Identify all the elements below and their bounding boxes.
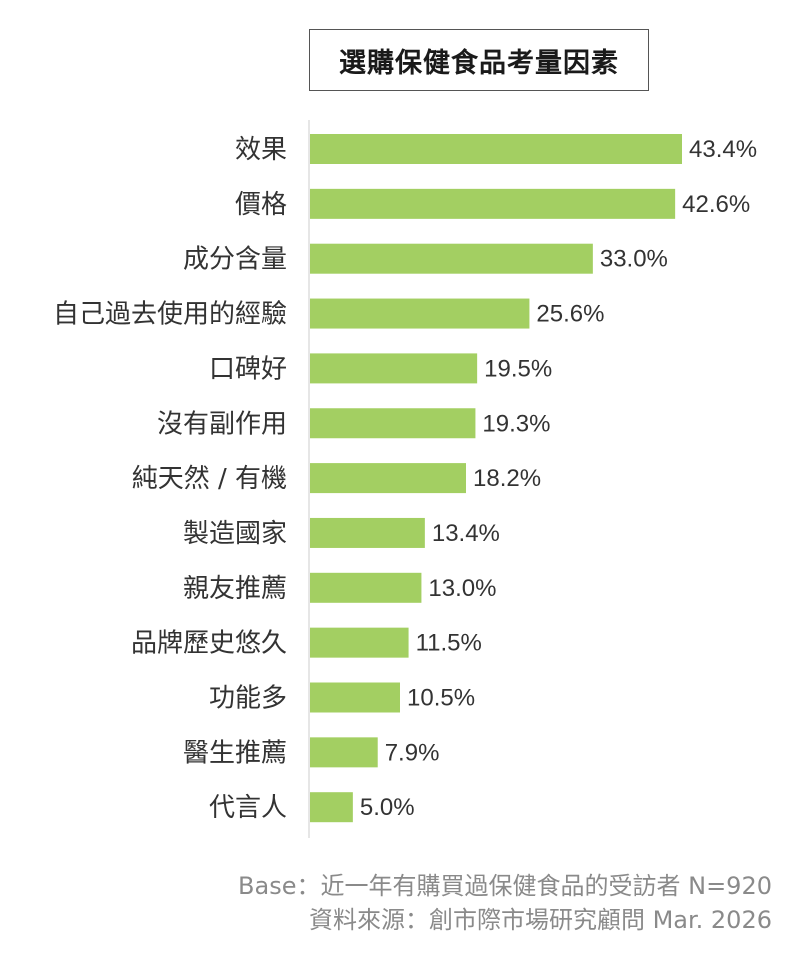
bar xyxy=(310,517,425,548)
value-label: 19.5% xyxy=(484,355,552,382)
bar xyxy=(310,737,378,768)
bar xyxy=(310,188,676,219)
value-label: 5.0% xyxy=(360,794,415,821)
bar xyxy=(310,353,478,384)
category-label: 自己過去使用的經驗 xyxy=(53,300,287,330)
category-label: 沒有副作用 xyxy=(157,409,287,439)
value-label: 13.4% xyxy=(432,520,500,547)
value-label: 42.6% xyxy=(682,191,750,218)
category-label: 功能多 xyxy=(209,684,287,714)
bar xyxy=(310,792,353,823)
bar xyxy=(310,463,466,494)
bar xyxy=(310,572,422,603)
bar xyxy=(310,408,476,439)
bar xyxy=(310,243,593,274)
value-label: 10.5% xyxy=(407,685,475,712)
source-note: 資料來源：創市際市場研究顧問 Mar. 2026 xyxy=(308,906,772,934)
chart-title: 選購保健食品考量因素 xyxy=(309,29,649,91)
bar xyxy=(310,134,682,164)
bar-chart: 效果 43.4% 價格 42.6% 成分含量 33.0% 自己過去使用的經驗 25.6% 口碑好… xyxy=(53,120,757,838)
category-label: 價格 xyxy=(235,190,287,220)
category-label: 製造國家 xyxy=(183,519,287,549)
category-label: 醫生推薦 xyxy=(183,738,287,768)
bar xyxy=(310,682,400,713)
bar xyxy=(310,627,409,658)
value-label: 33.0% xyxy=(600,246,668,273)
base-note: Base：近一年有購買過保健食品的受訪者 N=920 xyxy=(238,872,772,900)
category-label: 親友推薦 xyxy=(183,574,287,604)
value-label: 43.4% xyxy=(689,136,757,163)
category-label: 效果 xyxy=(235,135,287,165)
category-label: 品牌歷史悠久 xyxy=(131,629,287,659)
value-label: 25.6% xyxy=(536,301,604,328)
value-label: 11.5% xyxy=(416,630,482,657)
category-label: 純天然 / 有機 xyxy=(132,464,287,494)
value-label: 18.2% xyxy=(473,465,541,492)
value-label: 7.9% xyxy=(385,739,440,766)
value-label: 13.0% xyxy=(428,575,496,602)
bar xyxy=(310,298,530,329)
category-label: 口碑好 xyxy=(209,354,287,384)
category-label: 代言人 xyxy=(209,793,287,823)
category-label: 成分含量 xyxy=(183,245,287,275)
value-label: 19.3% xyxy=(482,410,550,437)
